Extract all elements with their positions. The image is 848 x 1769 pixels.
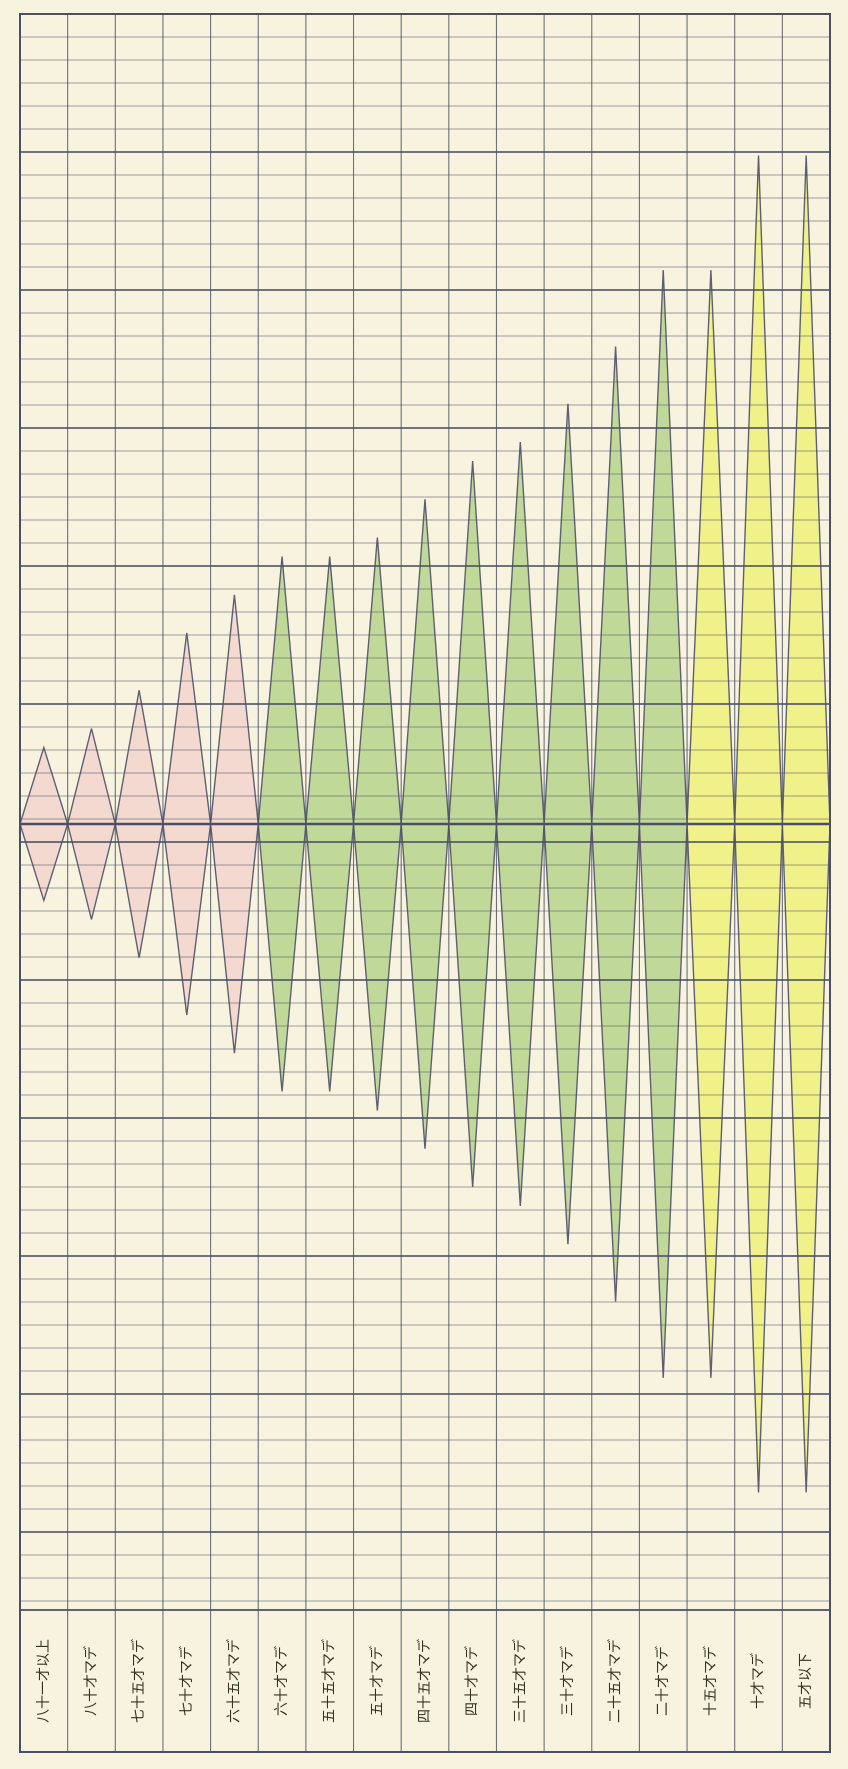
category-label-10: 四十才マデ <box>464 1646 481 1716</box>
category-label-1: 八十一才以上 <box>36 1639 52 1723</box>
category-label-4: 七十才マデ <box>178 1646 195 1716</box>
category-label-2: 八十才マデ <box>82 1646 99 1716</box>
chart-frame <box>19 13 831 1753</box>
category-label-9: 四十五才マデ <box>416 1639 433 1723</box>
category-label-11: 三十五才マデ <box>511 1639 528 1723</box>
category-label-5: 六十五才マデ <box>225 1639 242 1723</box>
category-label-12: 三十才マデ <box>559 1646 576 1716</box>
category-label-14: 二十才マデ <box>654 1646 671 1716</box>
category-label-15: 十五才マデ <box>702 1646 719 1716</box>
category-label-8: 五十才マデ <box>368 1646 385 1716</box>
category-label-3: 七十五才マデ <box>130 1639 147 1723</box>
category-label-7: 五十五才マデ <box>321 1639 338 1723</box>
category-label-6: 六十才マデ <box>273 1646 290 1716</box>
category-label-17: 五才以下 <box>798 1653 814 1709</box>
category-label-13: 二十五才マデ <box>607 1639 624 1723</box>
category-label-16: 十才マデ <box>750 1653 767 1709</box>
